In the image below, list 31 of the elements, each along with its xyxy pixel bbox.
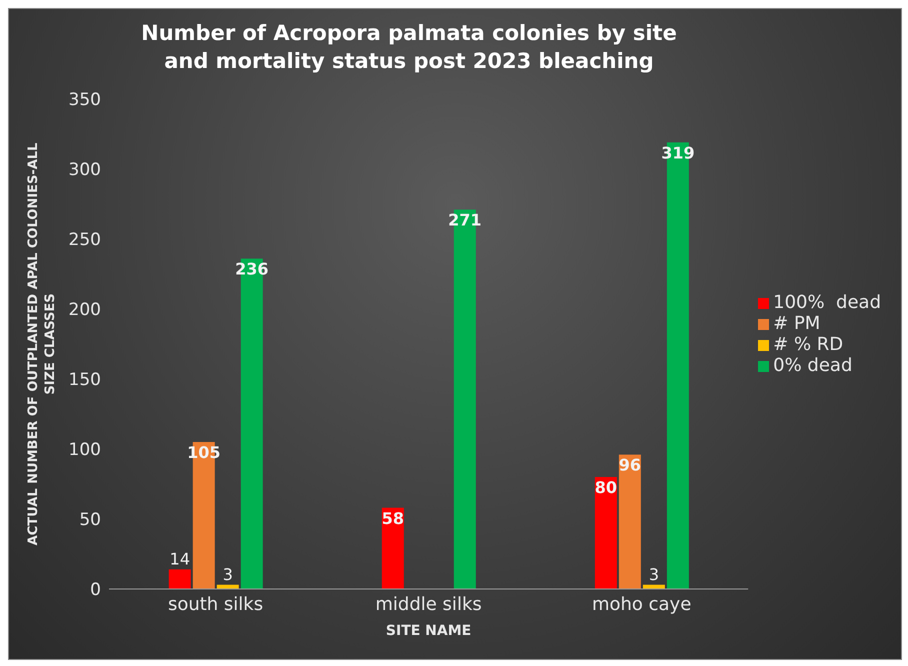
x-axis-title: SITE NAME	[386, 623, 472, 639]
x-tick-label: middle silks	[375, 594, 482, 615]
x-tick-label: moho caye	[592, 594, 692, 615]
y-axis-title: ACTUAL NUMBER OF OUTPLANTED APAL COLONIES-ALL SIZE CLASSES	[26, 142, 58, 546]
data-label: 271	[448, 210, 482, 230]
chart-title: Number of Acropora palmata colonies by site and mortality status post 2023 bleaching	[140, 20, 678, 75]
y-tick-label: 100	[68, 440, 101, 460]
y-tick-label: 350	[68, 90, 101, 110]
data-label: 236	[235, 260, 269, 279]
data-label: 319	[661, 143, 695, 162]
y-tick-label: 0	[90, 580, 101, 600]
bar	[382, 508, 404, 589]
x-tick-label: south silks	[168, 594, 264, 615]
data-label: 58	[382, 508, 404, 528]
bar	[168, 569, 191, 589]
y-tick-label: 50	[79, 510, 101, 530]
legend-label: 100% dead	[773, 292, 881, 313]
data-label: 96	[618, 456, 642, 475]
y-tick-label: 200	[68, 300, 101, 320]
legend-label: # % RD	[773, 334, 844, 355]
legend-label: # PM	[773, 313, 820, 334]
y-tick-label: 300	[68, 160, 101, 180]
y-tick-label: 250	[68, 230, 101, 250]
data-label: 14	[170, 549, 190, 568]
data-label: 80	[594, 478, 618, 497]
bar	[594, 477, 617, 589]
y-tick-label: 150	[68, 370, 101, 390]
bar	[618, 454, 641, 589]
data-label: 3	[222, 564, 233, 584]
legend-label: 0% dead	[773, 355, 852, 376]
data-label: 3	[648, 564, 660, 584]
